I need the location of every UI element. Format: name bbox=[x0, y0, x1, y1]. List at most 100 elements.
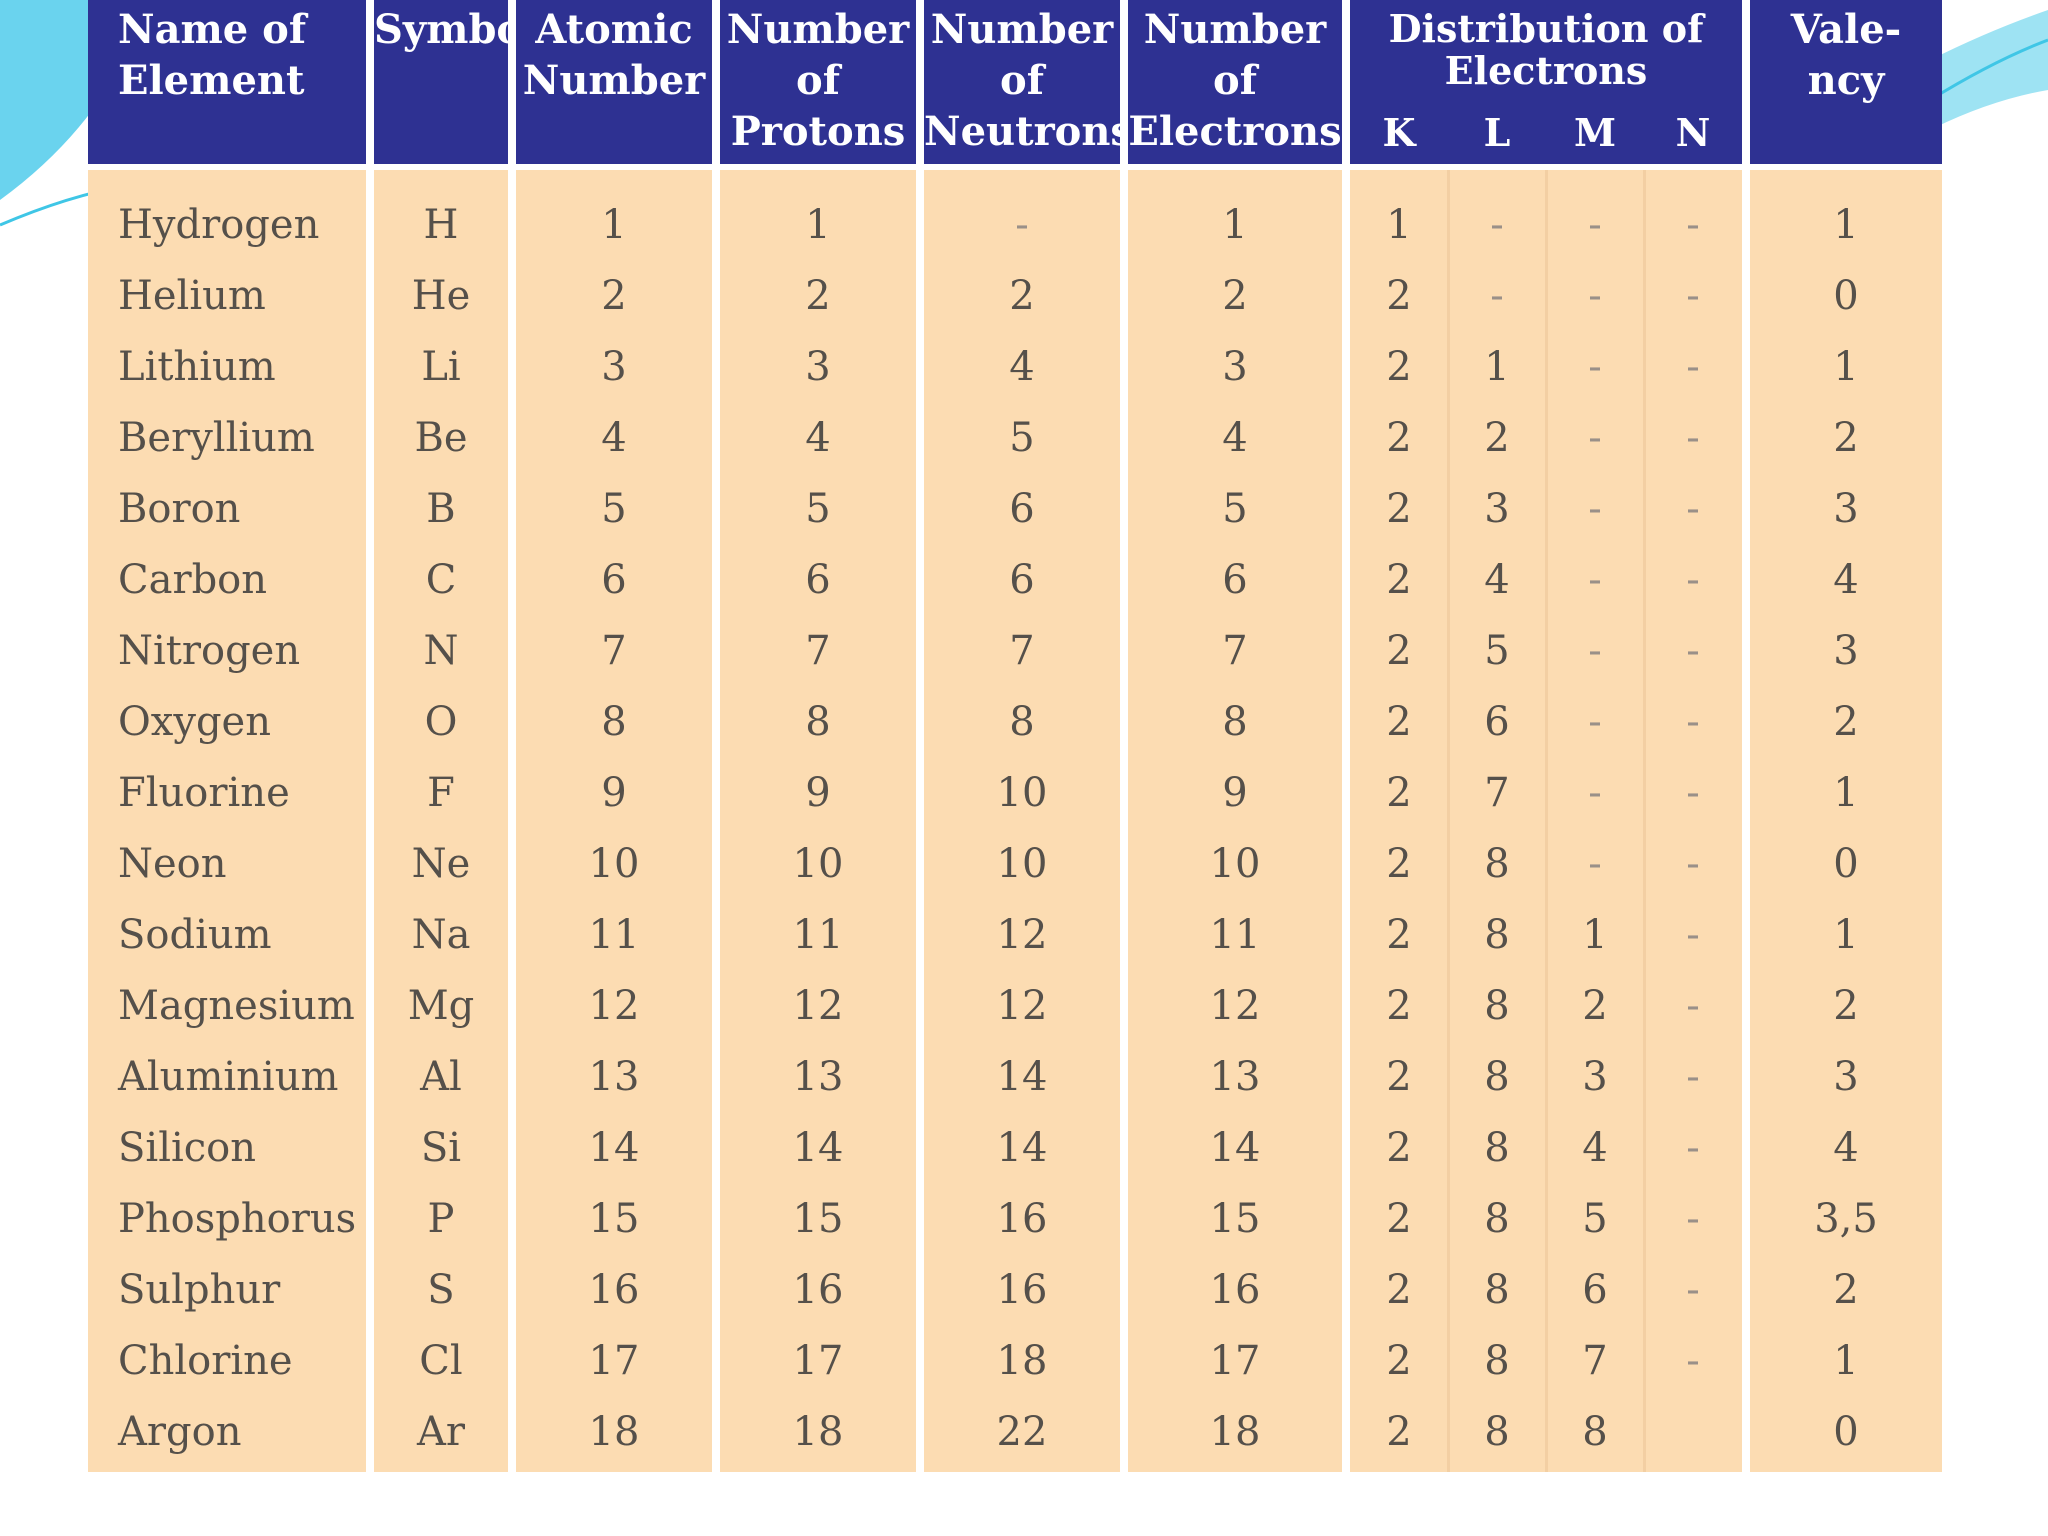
header-valency: Vale- ncy bbox=[1750, 0, 1942, 164]
cell-atomic: 8 bbox=[601, 699, 627, 745]
cell-electrons: 16 bbox=[1209, 1267, 1261, 1313]
cell-valency: 0 bbox=[1833, 841, 1859, 887]
table-row: Argon Ar 18 18 22 18 2 8 8 0 bbox=[88, 1397, 1942, 1468]
cell-n: - bbox=[1686, 699, 1700, 745]
cell-symbol: Ar bbox=[416, 1409, 465, 1455]
cell-k: 2 bbox=[1386, 699, 1412, 745]
cell-k: 2 bbox=[1386, 1054, 1412, 1100]
cell-m: - bbox=[1588, 841, 1602, 887]
cell-protons: 8 bbox=[805, 699, 831, 745]
cell-symbol: Na bbox=[411, 912, 471, 958]
cell-symbol: O bbox=[424, 699, 458, 745]
cell-protons: 3 bbox=[805, 344, 831, 390]
column-divider bbox=[916, 0, 924, 1472]
cell-atomic: 15 bbox=[588, 1196, 640, 1242]
shell-divider bbox=[1643, 164, 1646, 1472]
cell-m: 6 bbox=[1582, 1267, 1608, 1313]
cell-protons: 4 bbox=[805, 415, 831, 461]
cell-symbol: Ne bbox=[411, 841, 471, 887]
cell-l: 8 bbox=[1484, 1409, 1510, 1455]
table-row: Chlorine Cl 17 17 18 17 2 8 7 - 1 bbox=[88, 1326, 1942, 1397]
cell-valency: 0 bbox=[1833, 273, 1859, 319]
cell-symbol: F bbox=[427, 770, 455, 816]
header-atomic-number: Atomic Number bbox=[516, 0, 712, 164]
cell-valency: 4 bbox=[1833, 557, 1859, 603]
cell-name: Phosphorus bbox=[118, 1196, 357, 1242]
cell-name: Helium bbox=[118, 273, 266, 319]
top-right-swoosh-line bbox=[1929, 38, 2048, 102]
cell-electrons: 17 bbox=[1209, 1338, 1261, 1384]
cell-l: 3 bbox=[1484, 486, 1510, 532]
cell-valency: 1 bbox=[1833, 1338, 1859, 1384]
cell-atomic: 11 bbox=[588, 912, 640, 958]
cell-symbol: He bbox=[411, 273, 471, 319]
cell-electrons: 14 bbox=[1209, 1125, 1261, 1171]
cell-electrons: 9 bbox=[1222, 770, 1248, 816]
cell-n: - bbox=[1686, 628, 1700, 674]
cell-symbol: H bbox=[423, 202, 459, 248]
cell-electrons: 6 bbox=[1222, 557, 1248, 603]
header-shell-m: M bbox=[1573, 110, 1617, 155]
cell-neutrons: 16 bbox=[996, 1267, 1048, 1313]
table-row: Helium He 2 2 2 2 2 - - - 0 bbox=[88, 261, 1942, 332]
cell-l: - bbox=[1490, 273, 1504, 319]
table-row: Boron B 5 5 6 5 2 3 - - 3 bbox=[88, 474, 1942, 545]
table-row: Lithium Li 3 3 4 3 2 1 - - 1 bbox=[88, 332, 1942, 403]
cell-m: 7 bbox=[1582, 1338, 1608, 1384]
cell-name: Carbon bbox=[118, 557, 268, 603]
cell-l: 6 bbox=[1484, 699, 1510, 745]
cell-n: - bbox=[1686, 415, 1700, 461]
cell-electrons: 18 bbox=[1209, 1409, 1261, 1455]
header-distribution: Distribution of Electrons bbox=[1350, 0, 1742, 164]
cell-electrons: 7 bbox=[1222, 628, 1248, 674]
cell-m: - bbox=[1588, 699, 1602, 745]
cell-l: 8 bbox=[1484, 1338, 1510, 1384]
cell-neutrons: 10 bbox=[996, 841, 1048, 887]
table-row: Fluorine F 9 9 10 9 2 7 - - 1 bbox=[88, 758, 1942, 829]
cell-n: - bbox=[1686, 1196, 1700, 1242]
cell-atomic: 10 bbox=[588, 841, 640, 887]
cell-neutrons: 5 bbox=[1009, 415, 1035, 461]
cell-n: - bbox=[1686, 344, 1700, 390]
cell-l: 4 bbox=[1484, 557, 1510, 603]
cell-name: Magnesium bbox=[118, 983, 355, 1029]
table-row: Sodium Na 11 11 12 11 2 8 1 - 1 bbox=[88, 900, 1942, 971]
cell-protons: 7 bbox=[805, 628, 831, 674]
cell-name: Boron bbox=[118, 486, 241, 532]
cell-m: 5 bbox=[1582, 1196, 1608, 1242]
header-electrons: Number of Electrons bbox=[1128, 0, 1342, 164]
cell-protons: 17 bbox=[792, 1338, 844, 1384]
shell-divider bbox=[1447, 164, 1450, 1472]
cell-neutrons: 4 bbox=[1009, 344, 1035, 390]
column-divider bbox=[508, 0, 516, 1472]
cell-m: - bbox=[1588, 557, 1602, 603]
cell-electrons: 8 bbox=[1222, 699, 1248, 745]
table-row: Sulphur S 16 16 16 16 2 8 6 - 2 bbox=[88, 1255, 1942, 1326]
cell-neutrons: 16 bbox=[996, 1196, 1048, 1242]
cell-symbol: Li bbox=[421, 344, 461, 390]
cell-valency: 3,5 bbox=[1814, 1196, 1878, 1242]
cell-neutrons: 6 bbox=[1009, 486, 1035, 532]
cell-protons: 12 bbox=[792, 983, 844, 1029]
cell-neutrons: 2 bbox=[1009, 273, 1035, 319]
header-symbol: Symbol bbox=[374, 0, 538, 164]
cell-atomic: 14 bbox=[588, 1125, 640, 1171]
cell-protons: 13 bbox=[792, 1054, 844, 1100]
cell-name: Oxygen bbox=[118, 699, 271, 745]
cell-atomic: 3 bbox=[601, 344, 627, 390]
cell-symbol: N bbox=[423, 628, 459, 674]
cell-m: 3 bbox=[1582, 1054, 1608, 1100]
cell-valency: 0 bbox=[1833, 1409, 1859, 1455]
cell-m: - bbox=[1588, 273, 1602, 319]
cell-name: Aluminium bbox=[118, 1054, 339, 1100]
cell-n: - bbox=[1686, 983, 1700, 1029]
cell-protons: 11 bbox=[792, 912, 844, 958]
table-row: Phosphorus P 15 15 16 15 2 8 5 - 3,5 bbox=[88, 1184, 1942, 1255]
cell-electrons: 2 bbox=[1222, 273, 1248, 319]
cell-k: 2 bbox=[1386, 983, 1412, 1029]
cell-neutrons: 22 bbox=[996, 1409, 1048, 1455]
table-row: Aluminium Al 13 13 14 13 2 8 3 - 3 bbox=[88, 1042, 1942, 1113]
cell-k: 2 bbox=[1386, 557, 1412, 603]
cell-m: - bbox=[1588, 770, 1602, 816]
cell-l: 7 bbox=[1484, 770, 1510, 816]
